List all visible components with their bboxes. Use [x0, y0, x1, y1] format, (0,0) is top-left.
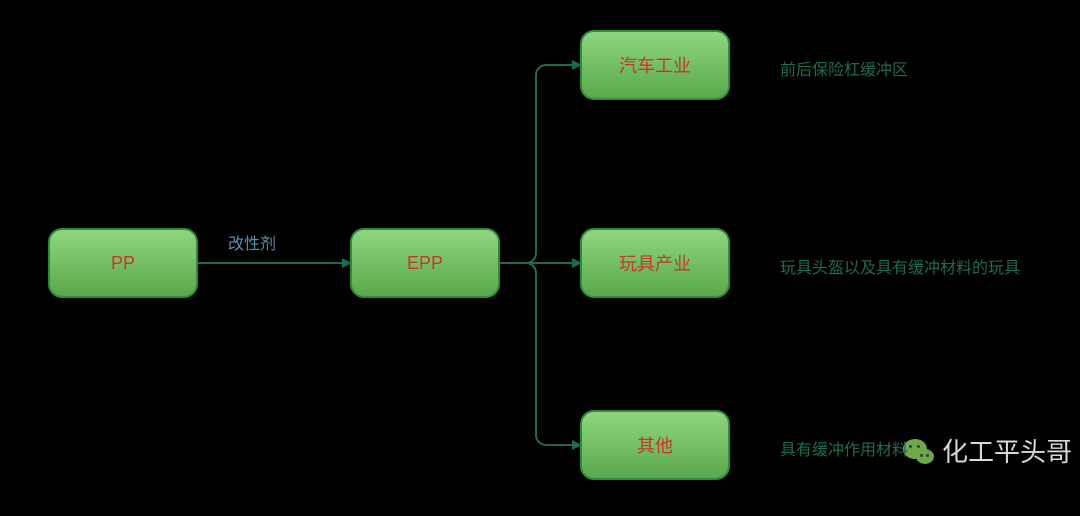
node-pp: PP: [48, 228, 198, 298]
edge-label-pp-epp: 改性剂: [228, 230, 276, 254]
node-auto: 汽车工业: [580, 30, 730, 100]
node-label: PP: [111, 253, 135, 274]
node-label: 玩具产业: [619, 250, 691, 276]
node-label: 其他: [637, 432, 673, 458]
watermark: 化工平头哥: [900, 432, 1072, 469]
annotation-other: 具有缓冲作用材料: [780, 436, 908, 460]
node-other: 其他: [580, 410, 730, 480]
watermark-text: 化工平头哥: [942, 432, 1072, 469]
node-label: EPP: [407, 253, 443, 274]
diagram-stage: 化工平头哥 PP EPP 汽车工业玩具产业其他 前后保险杠缓冲区玩具头盔以及具有缓冲材…: [0, 0, 1080, 516]
node-toy: 玩具产业: [580, 228, 730, 298]
annotation-auto: 前后保险杠缓冲区: [780, 56, 908, 80]
node-epp: EPP: [350, 228, 500, 298]
node-label: 汽车工业: [619, 52, 691, 78]
annotation-toy: 玩具头盔以及具有缓冲材料的玩具: [780, 254, 1020, 278]
edge-epp-auto: [500, 65, 580, 263]
edge-epp-other: [500, 263, 580, 445]
